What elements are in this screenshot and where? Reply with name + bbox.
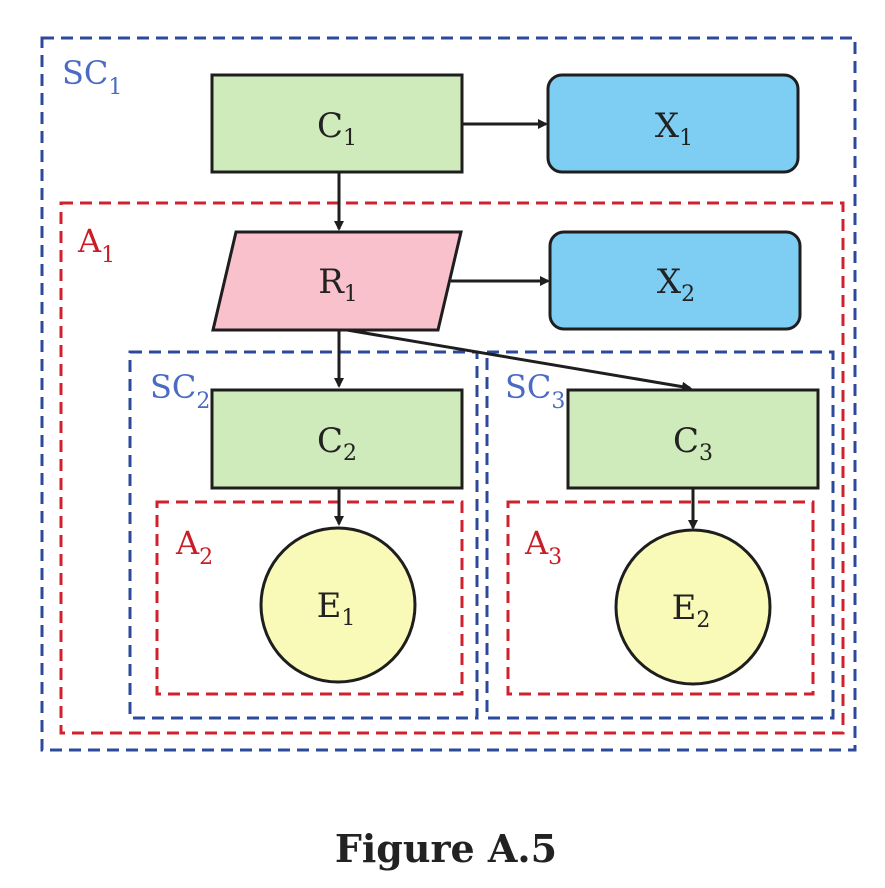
- region-label-sc3: SC3: [505, 368, 565, 414]
- node-e2: [614, 528, 772, 686]
- node-c1: [210, 73, 464, 174]
- region-label-a2: A2: [175, 524, 213, 570]
- node-e1-label: E1: [317, 586, 356, 631]
- node-c1-label: C1: [317, 106, 357, 151]
- figure-caption: Figure A.5: [335, 826, 557, 871]
- region-label-a3: A3: [524, 524, 562, 570]
- region-sc1-border: [40, 36, 857, 752]
- node-r1-label: R1: [318, 262, 358, 307]
- region-sc2-border: [128, 350, 479, 720]
- node-x1: [546, 73, 800, 174]
- node-e2-label: E2: [672, 588, 711, 633]
- node-c3-label: C3: [673, 421, 713, 466]
- region-label-sc2: SC2: [150, 368, 210, 414]
- region-a2-border: [155, 500, 464, 696]
- node-x1-label: X1: [655, 106, 693, 151]
- region-sc3-border: [485, 350, 835, 720]
- node-e1: [259, 526, 417, 684]
- node-r1: [211, 230, 463, 332]
- node-c2: [210, 388, 464, 490]
- node-x2: [548, 230, 802, 331]
- arrow-r1-to-c3: [346, 328, 692, 392]
- region-label-a1: A1: [77, 222, 115, 268]
- region-label-sc1: SC1: [62, 54, 122, 100]
- node-c2-label: C2: [317, 421, 357, 466]
- node-x2-label: X2: [657, 262, 695, 307]
- region-a3-border: [506, 500, 815, 696]
- node-c3: [566, 388, 820, 490]
- region-a1-border: [59, 201, 845, 735]
